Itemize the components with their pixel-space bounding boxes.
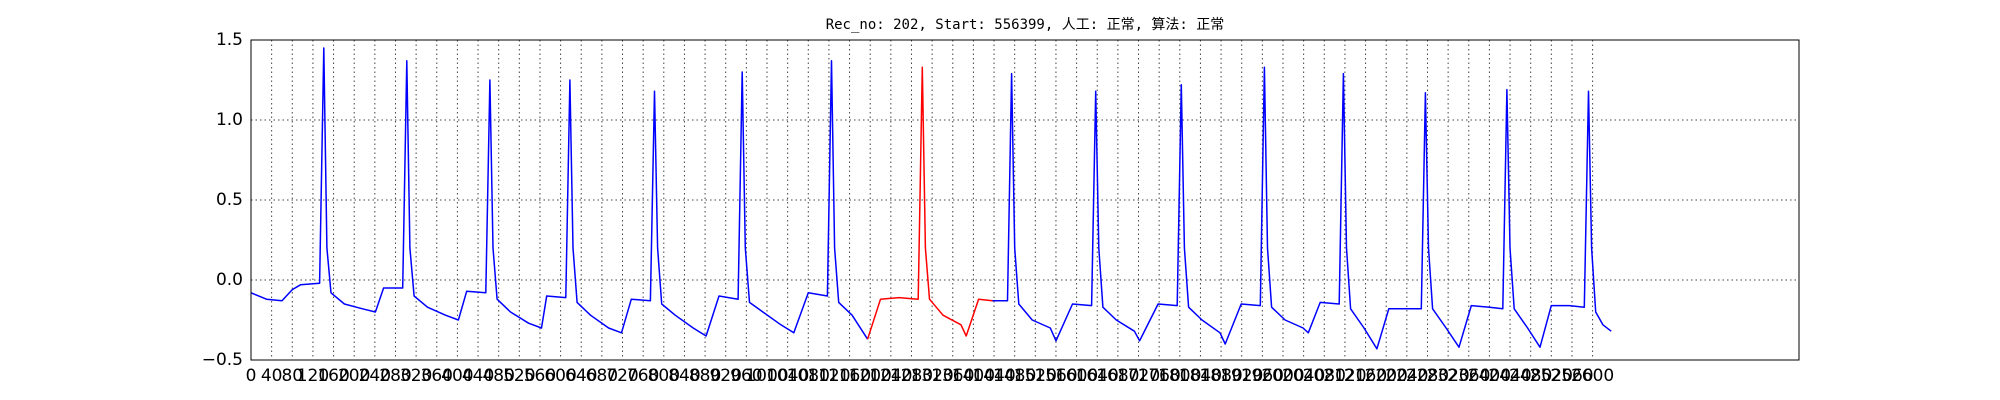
x-tick-label: 2600: [1571, 366, 1614, 386]
x-tick-label: 1440: [972, 366, 1015, 386]
x-tick-label: 1200: [849, 366, 892, 386]
x-tick-label: 200: [338, 366, 370, 386]
x-tick-label: 240: [359, 366, 391, 386]
x-tick-label: 1480: [993, 366, 1036, 386]
x-tick-label: 2480: [1509, 366, 1552, 386]
x-tick-label: 1080: [787, 366, 830, 386]
x-tick-label: 1600: [1055, 366, 1098, 386]
x-tick-label: 1760: [1138, 366, 1181, 386]
x-tick-label: 160: [317, 366, 349, 386]
x-tick-label: 1400: [952, 366, 995, 386]
x-tick-label: 1720: [1117, 366, 1160, 386]
x-tick-label: 1960: [1241, 366, 1284, 386]
x-tick-label: 600: [544, 366, 576, 386]
x-tick-label: 2240: [1385, 366, 1428, 386]
x-tick-label: 1240: [869, 366, 912, 386]
x-tick-label: 2360: [1447, 366, 1490, 386]
x-tick-label: 880: [689, 366, 721, 386]
x-tick-label: 1880: [1199, 366, 1242, 386]
x-tick-label: 640: [565, 366, 597, 386]
x-tick-label: 2400: [1468, 366, 1511, 386]
x-tick-label: 1520: [1014, 366, 1057, 386]
x-tick-label: 2560: [1550, 366, 1593, 386]
x-tick-label: 440: [462, 366, 494, 386]
x-tick-label: 2520: [1530, 366, 1573, 386]
x-tick-label: 0: [246, 366, 257, 386]
x-tick-label: 720: [606, 366, 638, 386]
ecg-line: [250, 47, 869, 340]
x-tick-label: 1360: [931, 366, 974, 386]
x-tick-label: 2120: [1323, 366, 1366, 386]
x-tick-label: 2440: [1488, 366, 1531, 386]
x-tick-label: 2280: [1406, 366, 1449, 386]
x-tick-label: 1920: [1220, 366, 1263, 386]
x-tick-label: 760: [627, 366, 659, 386]
x-tick-label: 1160: [828, 366, 871, 386]
x-tick-label: 1280: [890, 366, 933, 386]
x-tick-label: 1000: [745, 366, 788, 386]
x-tick-label: 840: [668, 366, 700, 386]
x-tick-label: 2080: [1303, 366, 1346, 386]
x-tick-label: 520: [503, 366, 535, 386]
x-tick-label: 1040: [766, 366, 809, 386]
chart-title: Rec_no: 202, Start: 556399, 人工: 正常, 算法: …: [826, 17, 1225, 33]
x-tick-label: 360: [421, 366, 453, 386]
ecg-line: [992, 66, 1612, 350]
x-tick-label: 1320: [910, 366, 953, 386]
x-tick-label: 400: [441, 366, 473, 386]
x-tick-label: 800: [648, 366, 680, 386]
x-tick-label: 2200: [1365, 366, 1408, 386]
x-tick-label: 2000: [1261, 366, 1304, 386]
x-tick-label: 1560: [1034, 366, 1077, 386]
x-tick-label: 1640: [1076, 366, 1119, 386]
x-tick-label: 560: [524, 366, 556, 386]
x-tick-label: 960: [730, 366, 762, 386]
x-tick-label: 2040: [1282, 366, 1325, 386]
x-tick-label: 40: [261, 366, 283, 386]
x-tick-label: 680: [586, 366, 618, 386]
y-tick-label: 0.5: [216, 190, 243, 210]
x-tick-label: 80: [281, 366, 303, 386]
plot-frame: [250, 39, 1800, 361]
x-tick-label: 280: [379, 366, 411, 386]
x-tick-label: 480: [482, 366, 514, 386]
y-tick-label: 0.0: [216, 270, 243, 290]
y-tick-label: 1.0: [216, 110, 243, 130]
x-tick-label: 920: [709, 366, 741, 386]
x-tick-label: 120: [297, 366, 329, 386]
x-tick-label: 2320: [1426, 366, 1469, 386]
x-tick-label: 2160: [1344, 366, 1387, 386]
x-tick-label: 1800: [1158, 366, 1201, 386]
x-tick-label: 1120: [807, 366, 850, 386]
ecg-line: [866, 66, 993, 340]
y-tick-label: −0.5: [202, 350, 243, 370]
x-tick-label: 1680: [1096, 366, 1139, 386]
y-tick-label: 1.5: [216, 30, 243, 50]
x-tick-label: 1840: [1179, 366, 1222, 386]
x-tick-label: 320: [400, 366, 432, 386]
